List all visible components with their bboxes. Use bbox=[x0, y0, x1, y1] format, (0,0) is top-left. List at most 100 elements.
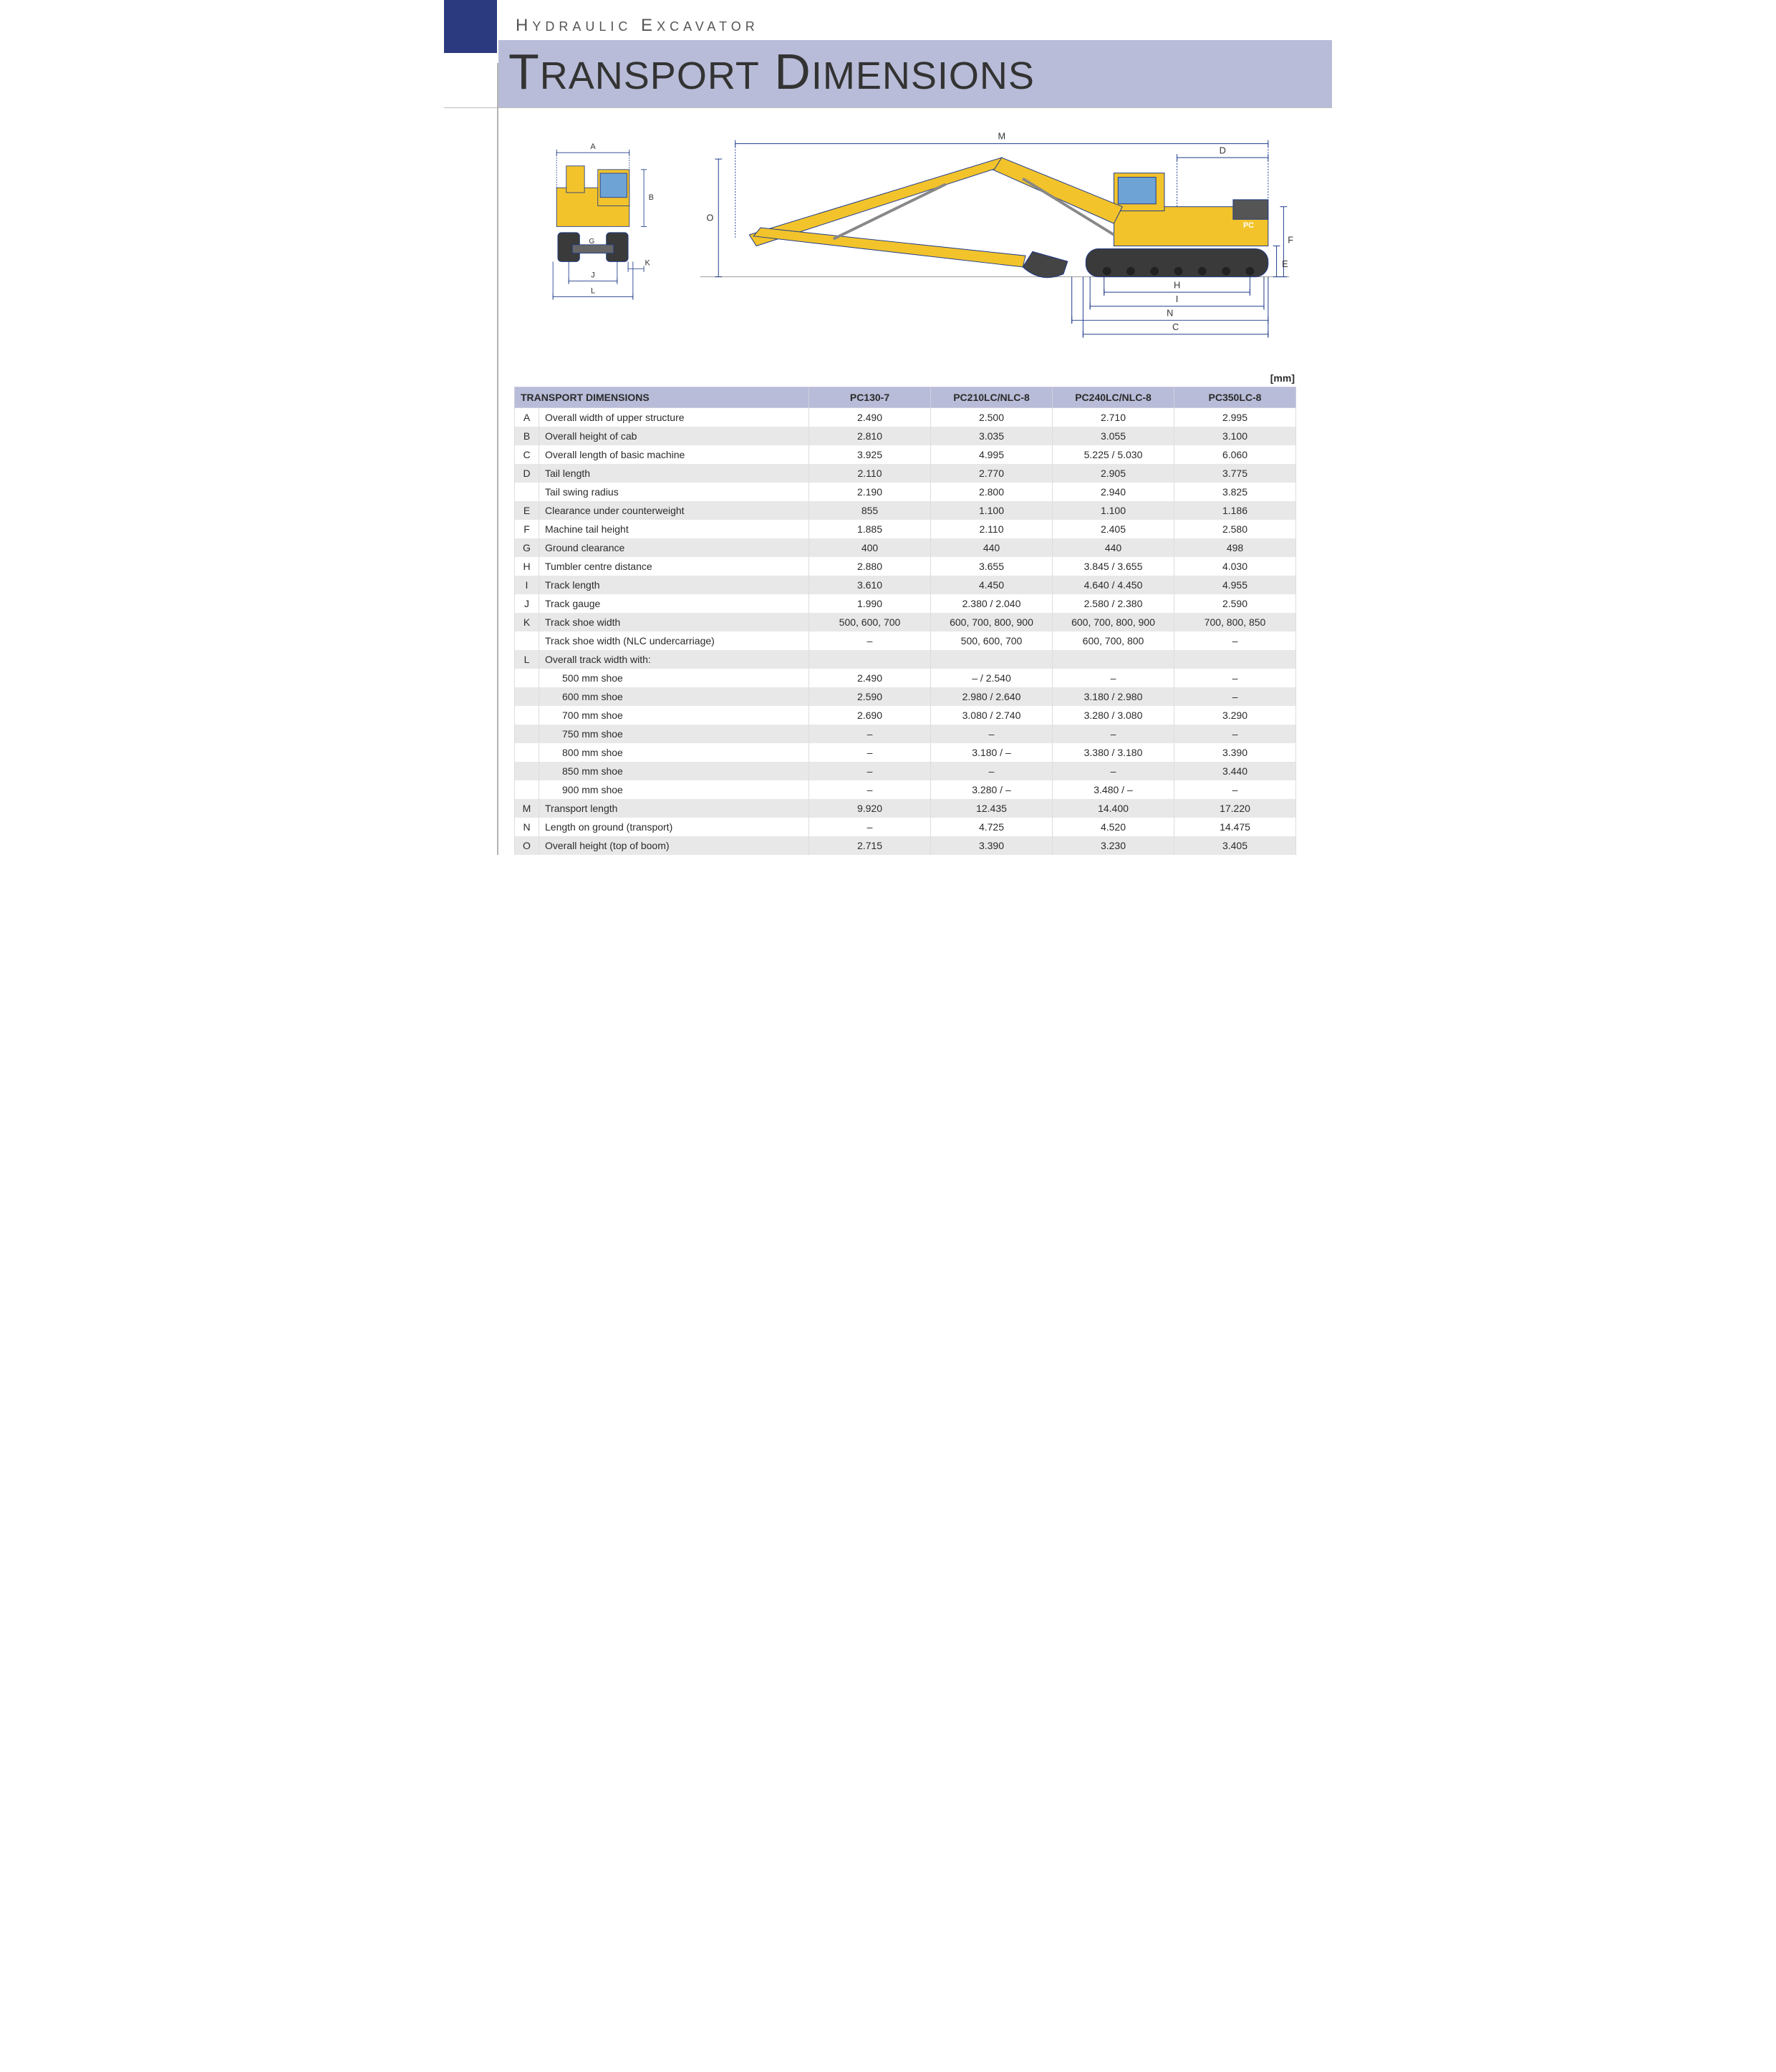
row-value: 2.190 bbox=[809, 483, 931, 501]
row-value: 3.480 / – bbox=[1053, 780, 1174, 799]
row-value: 600, 700, 800 bbox=[1053, 631, 1174, 650]
row-value: 4.955 bbox=[1174, 576, 1296, 594]
row-value: 2.710 bbox=[1053, 407, 1174, 427]
row-code: F bbox=[515, 520, 539, 538]
row-value: – bbox=[1174, 687, 1296, 706]
row-value: 6.060 bbox=[1174, 445, 1296, 464]
row-value: 2.590 bbox=[809, 687, 931, 706]
row-label: 750 mm shoe bbox=[539, 725, 809, 743]
row-value: 3.390 bbox=[931, 836, 1053, 855]
table-row: Tail swing radius2.1902.8002.9403.825 bbox=[515, 483, 1296, 501]
model-1: PC210LC/NLC-8 bbox=[931, 387, 1053, 407]
table-row: 750 mm shoe–––– bbox=[515, 725, 1296, 743]
table-row: HTumbler centre distance2.8803.6553.845 … bbox=[515, 557, 1296, 576]
table-row: AOverall width of upper structure2.4902.… bbox=[515, 407, 1296, 427]
row-value: 4.995 bbox=[931, 445, 1053, 464]
row-code bbox=[515, 483, 539, 501]
table-header-label: TRANSPORT DIMENSIONS bbox=[515, 387, 809, 407]
row-value: 700, 800, 850 bbox=[1174, 613, 1296, 631]
row-code bbox=[515, 725, 539, 743]
row-value: 12.435 bbox=[931, 799, 1053, 818]
table-row: GGround clearance400440440498 bbox=[515, 538, 1296, 557]
row-code bbox=[515, 669, 539, 687]
row-code bbox=[515, 687, 539, 706]
row-label: Overall height of cab bbox=[539, 427, 809, 445]
row-value: 3.080 / 2.740 bbox=[931, 706, 1053, 725]
table-row: 500 mm shoe2.490– / 2.540–– bbox=[515, 669, 1296, 687]
row-value: 9.920 bbox=[809, 799, 931, 818]
row-value bbox=[931, 650, 1053, 669]
table-row: EClearance under counterweight8551.1001.… bbox=[515, 501, 1296, 520]
table-row: NLength on ground (transport)–4.7254.520… bbox=[515, 818, 1296, 836]
row-value bbox=[809, 650, 931, 669]
row-value: 2.580 / 2.380 bbox=[1053, 594, 1174, 613]
model-2: PC240LC/NLC-8 bbox=[1053, 387, 1174, 407]
row-value: 3.405 bbox=[1174, 836, 1296, 855]
row-value: 4.030 bbox=[1174, 557, 1296, 576]
row-label: Length on ground (transport) bbox=[539, 818, 809, 836]
row-value: 440 bbox=[1053, 538, 1174, 557]
svg-text:A: A bbox=[590, 142, 596, 151]
table-row: 900 mm shoe–3.280 / –3.480 / –– bbox=[515, 780, 1296, 799]
row-value: 2.905 bbox=[1053, 464, 1174, 483]
row-value: 1.885 bbox=[809, 520, 931, 538]
svg-text:L: L bbox=[591, 286, 595, 295]
row-code bbox=[515, 706, 539, 725]
row-value: 3.180 / – bbox=[931, 743, 1053, 762]
row-value: 400 bbox=[809, 538, 931, 557]
row-value: 3.655 bbox=[931, 557, 1053, 576]
model-0: PC130-7 bbox=[809, 387, 931, 407]
row-value: 2.810 bbox=[809, 427, 931, 445]
row-value: 2.405 bbox=[1053, 520, 1174, 538]
diagram-side-svg: PCMDOFEHINC bbox=[693, 130, 1296, 340]
diagram-front: ABGKJL bbox=[514, 130, 672, 315]
table-row: DTail length2.1102.7702.9053.775 bbox=[515, 464, 1296, 483]
row-label: Track shoe width bbox=[539, 613, 809, 631]
diagram-front-svg: ABGKJL bbox=[514, 130, 672, 311]
row-value: 600, 700, 800, 900 bbox=[931, 613, 1053, 631]
row-label: Clearance under counterweight bbox=[539, 501, 809, 520]
row-label: Tail swing radius bbox=[539, 483, 809, 501]
row-value: 3.035 bbox=[931, 427, 1053, 445]
row-label: Overall track width with: bbox=[539, 650, 809, 669]
table-row: Track shoe width (NLC undercarriage)–500… bbox=[515, 631, 1296, 650]
row-value: 2.800 bbox=[931, 483, 1053, 501]
row-label: 600 mm shoe bbox=[539, 687, 809, 706]
table-row: LOverall track width with: bbox=[515, 650, 1296, 669]
row-value: 5.225 / 5.030 bbox=[1053, 445, 1174, 464]
row-label: Overall length of basic machine bbox=[539, 445, 809, 464]
row-value: 4.640 / 4.450 bbox=[1053, 576, 1174, 594]
row-value: 2.880 bbox=[809, 557, 931, 576]
left-rule bbox=[497, 63, 498, 855]
row-label: 700 mm shoe bbox=[539, 706, 809, 725]
svg-text:C: C bbox=[1172, 321, 1179, 332]
row-value: 2.110 bbox=[809, 464, 931, 483]
svg-text:G: G bbox=[589, 238, 594, 246]
row-value: – bbox=[1053, 725, 1174, 743]
row-value: 500, 600, 700 bbox=[931, 631, 1053, 650]
page-title: TRANSPORT DIMENSIONS bbox=[508, 43, 1332, 100]
row-code: G bbox=[515, 538, 539, 557]
row-value bbox=[1053, 650, 1174, 669]
row-value: 3.380 / 3.180 bbox=[1053, 743, 1174, 762]
row-value: 2.500 bbox=[931, 407, 1053, 427]
svg-text:J: J bbox=[591, 271, 595, 279]
svg-text:D: D bbox=[1220, 145, 1226, 155]
diagram-wrap: ABGKJL PCMDOFEHINC bbox=[514, 108, 1296, 372]
row-value: 3.390 bbox=[1174, 743, 1296, 762]
row-value: 2.110 bbox=[931, 520, 1053, 538]
row-code: K bbox=[515, 613, 539, 631]
row-value: 3.280 / – bbox=[931, 780, 1053, 799]
row-label: Tail length bbox=[539, 464, 809, 483]
row-value: 855 bbox=[809, 501, 931, 520]
row-value: 2.690 bbox=[809, 706, 931, 725]
row-label: 900 mm shoe bbox=[539, 780, 809, 799]
row-value: – bbox=[1174, 669, 1296, 687]
row-value: – bbox=[1174, 780, 1296, 799]
table-row: JTrack gauge1.9902.380 / 2.0402.580 / 2.… bbox=[515, 594, 1296, 613]
row-code: L bbox=[515, 650, 539, 669]
row-value: 14.475 bbox=[1174, 818, 1296, 836]
title-band: TRANSPORT DIMENSIONS bbox=[498, 40, 1332, 107]
row-value: 2.490 bbox=[809, 669, 931, 687]
eyebrow-cap1: H bbox=[516, 16, 532, 35]
